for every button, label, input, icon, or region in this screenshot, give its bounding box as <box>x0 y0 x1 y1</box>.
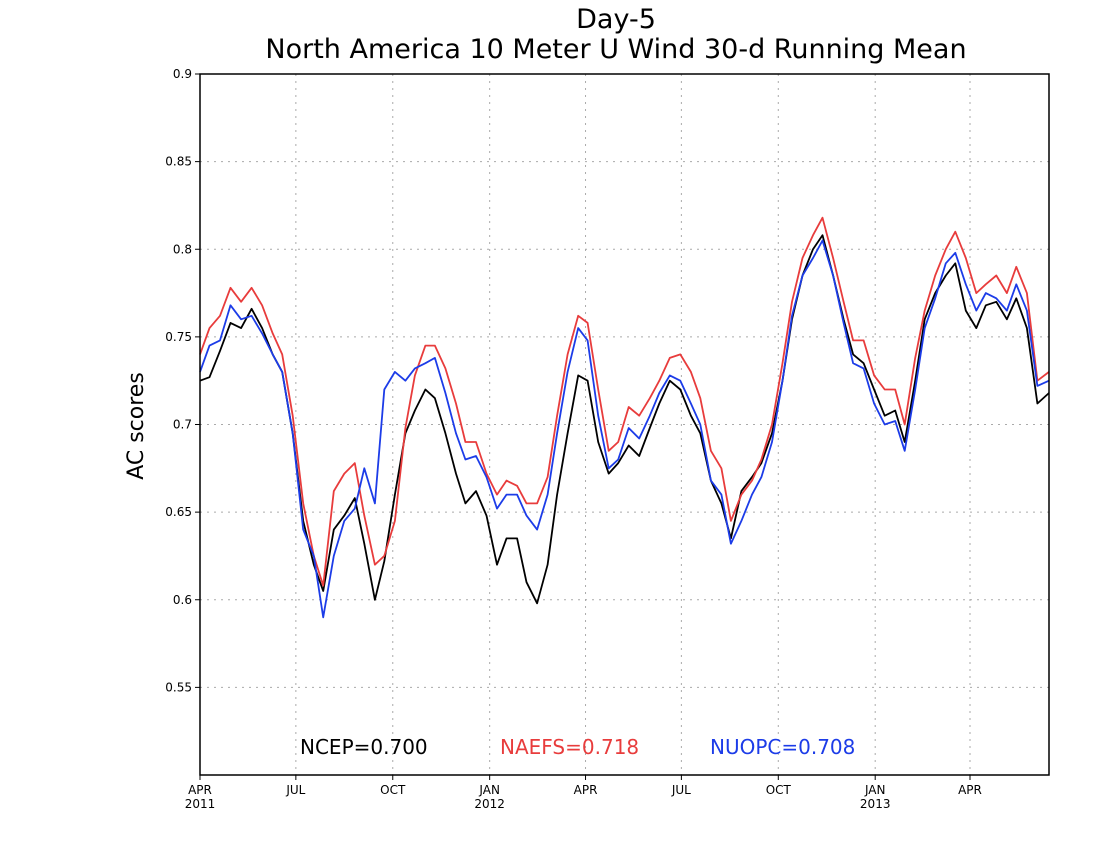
series-line-nuopc <box>199 239 1050 619</box>
y-tick-label: 0.9 <box>173 67 192 81</box>
x-tick-label: APR <box>188 783 212 797</box>
x-tick-label: JAN <box>864 783 886 797</box>
y-tick-label: 0.8 <box>173 242 192 256</box>
x-tick-label: JUL <box>671 783 691 797</box>
annotation-naefs: NAEFS=0.718 <box>500 735 639 759</box>
x-tick-year-label: 2012 <box>474 797 505 811</box>
series-group <box>199 216 1050 619</box>
y-tick-label: 0.75 <box>165 330 192 344</box>
grid <box>200 74 1049 775</box>
y-axis-label: AC scores <box>124 372 149 480</box>
x-tick-label: JUL <box>285 783 305 797</box>
y-tick-label: 0.65 <box>165 505 192 519</box>
x-tick-year-label: 2011 <box>185 797 216 811</box>
y-tick-label: 0.85 <box>165 155 192 169</box>
y-tick-label: 0.7 <box>173 418 192 432</box>
series-line-ncep <box>199 234 1050 605</box>
annotation-nuopc: NUOPC=0.708 <box>710 735 855 759</box>
series-line-naefs <box>199 216 1050 587</box>
x-tick-label: APR <box>958 783 982 797</box>
x-tick-label: JAN <box>478 783 500 797</box>
y-tick-label: 0.6 <box>173 593 192 607</box>
annotation-ncep: NCEP=0.700 <box>300 735 428 759</box>
chart-title: Day-5 <box>576 4 656 35</box>
x-tick-label: OCT <box>766 783 792 797</box>
y-tick-label: 0.55 <box>165 680 192 694</box>
x-tick-year-label: 2013 <box>860 797 891 811</box>
x-tick-label: APR <box>574 783 598 797</box>
x-tick-label: OCT <box>380 783 406 797</box>
chart-subtitle: North America 10 Meter U Wind 30-d Runni… <box>265 34 966 65</box>
